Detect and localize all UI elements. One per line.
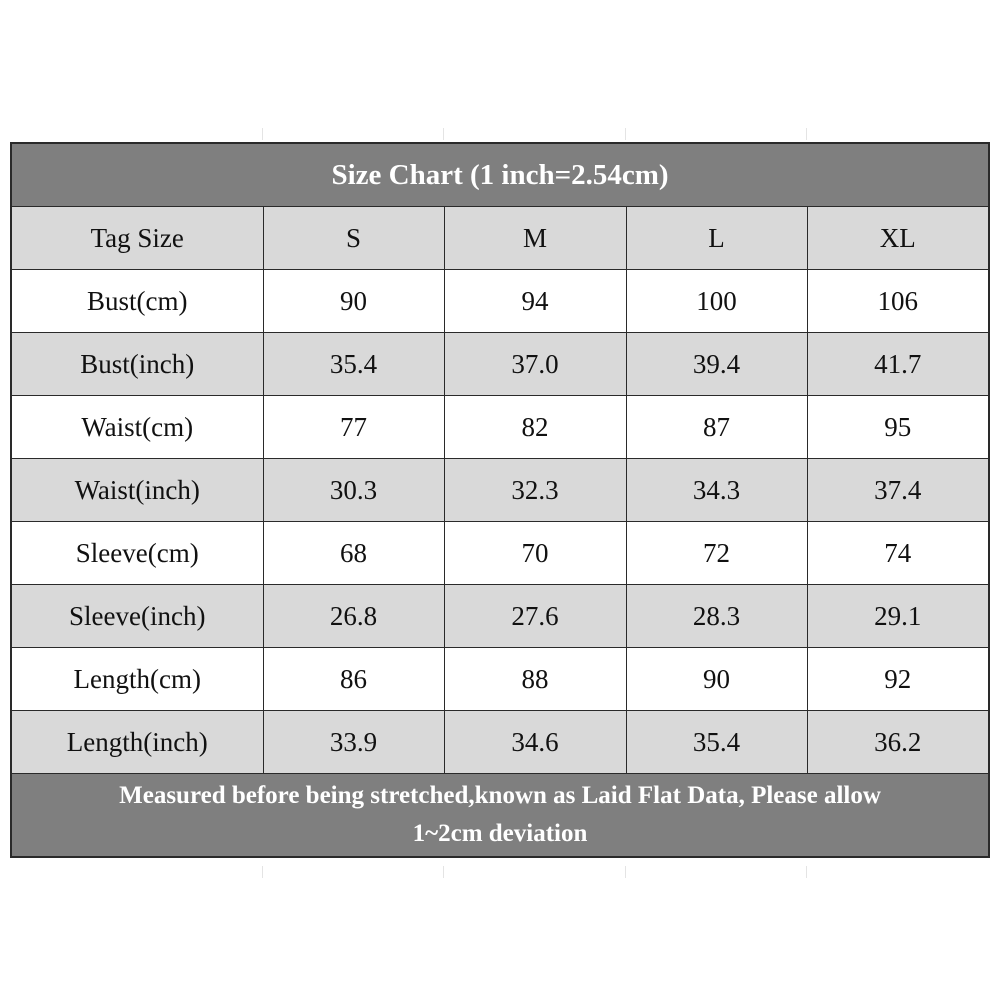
grid-line <box>443 128 444 140</box>
table-cell: 94 <box>443 269 627 333</box>
table-cell: 90 <box>625 647 808 711</box>
table-cell: 37.4 <box>806 458 990 522</box>
row-label: Sleeve(cm) <box>10 521 264 585</box>
table-cell: 70 <box>443 521 627 585</box>
table-cell: 68 <box>262 521 445 585</box>
table-row: Bust(inch) 35.4 37.0 39.4 41.7 <box>10 332 990 396</box>
footer-row: Measured before being stretched,known as… <box>10 773 990 858</box>
table-row: Bust(cm) 90 94 100 106 <box>10 269 990 333</box>
table-cell: 28.3 <box>625 584 808 648</box>
table-cell: 72 <box>625 521 808 585</box>
footer-note-line1: Measured before being stretched,known as… <box>119 782 881 809</box>
table-cell: 34.3 <box>625 458 808 522</box>
table-row: Length(inch) 33.9 34.6 35.4 36.2 <box>10 710 990 774</box>
table-cell: 86 <box>262 647 445 711</box>
row-label: Length(inch) <box>10 710 264 774</box>
table-cell: 88 <box>443 647 627 711</box>
grid-line <box>625 866 626 878</box>
header-row: Tag Size S M L XL <box>10 206 990 270</box>
table-cell: 100 <box>625 269 808 333</box>
grid-line <box>443 866 444 878</box>
row-label: Waist(inch) <box>10 458 264 522</box>
header-size-l: L <box>625 206 808 270</box>
grid-line <box>806 128 807 140</box>
table-cell: 77 <box>262 395 445 459</box>
size-chart-table: Size Chart (1 inch=2.54cm) Tag Size S M … <box>10 142 991 858</box>
table-cell: 30.3 <box>262 458 445 522</box>
header-label: Tag Size <box>10 206 264 270</box>
table-row: Sleeve(inch) 26.8 27.6 28.3 29.1 <box>10 584 990 648</box>
row-label: Length(cm) <box>10 647 264 711</box>
header-size-s: S <box>262 206 445 270</box>
table-cell: 36.2 <box>806 710 990 774</box>
table-row: Length(cm) 86 88 90 92 <box>10 647 990 711</box>
table-cell: 82 <box>443 395 627 459</box>
footer-note-line2: 1~2cm deviation <box>412 820 588 847</box>
footer-note: Measured before being stretched,known as… <box>10 773 990 858</box>
row-label: Bust(inch) <box>10 332 264 396</box>
table-cell: 34.6 <box>443 710 627 774</box>
table-cell: 74 <box>806 521 990 585</box>
row-label: Waist(cm) <box>10 395 264 459</box>
table-cell: 106 <box>806 269 990 333</box>
table-cell: 92 <box>806 647 990 711</box>
header-size-m: M <box>443 206 627 270</box>
title-row: Size Chart (1 inch=2.54cm) <box>10 142 990 207</box>
grid-line <box>262 128 263 140</box>
table-cell: 29.1 <box>806 584 990 648</box>
table-cell: 95 <box>806 395 990 459</box>
table-row: Sleeve(cm) 68 70 72 74 <box>10 521 990 585</box>
table-row: Waist(inch) 30.3 32.3 34.3 37.4 <box>10 458 990 522</box>
table-cell: 87 <box>625 395 808 459</box>
table-cell: 41.7 <box>806 332 990 396</box>
header-size-xl: XL <box>806 206 990 270</box>
table-title: Size Chart (1 inch=2.54cm) <box>10 142 990 207</box>
table-cell: 33.9 <box>262 710 445 774</box>
row-label: Sleeve(inch) <box>10 584 264 648</box>
table-cell: 39.4 <box>625 332 808 396</box>
table-cell: 35.4 <box>262 332 445 396</box>
table-cell: 90 <box>262 269 445 333</box>
grid-line <box>806 866 807 878</box>
grid-line <box>262 866 263 878</box>
table-cell: 26.8 <box>262 584 445 648</box>
table-cell: 37.0 <box>443 332 627 396</box>
table-cell: 27.6 <box>443 584 627 648</box>
table-cell: 35.4 <box>625 710 808 774</box>
grid-line <box>625 128 626 140</box>
table-row: Waist(cm) 77 82 87 95 <box>10 395 990 459</box>
table-cell: 32.3 <box>443 458 627 522</box>
row-label: Bust(cm) <box>10 269 264 333</box>
